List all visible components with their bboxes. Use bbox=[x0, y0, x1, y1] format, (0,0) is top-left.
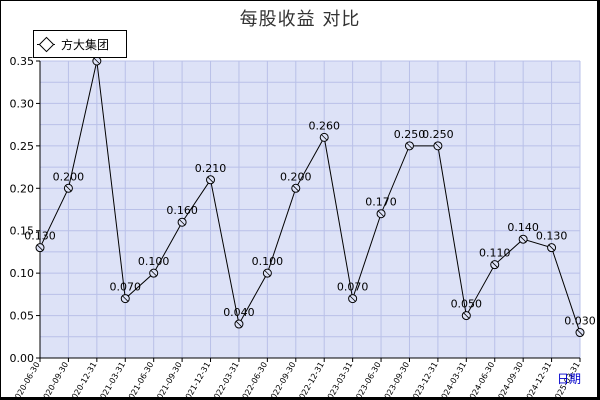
x-tick-label: 2021-06-30 bbox=[124, 361, 155, 400]
x-tick-label: 2021-09-30 bbox=[153, 361, 184, 400]
data-point-mark bbox=[121, 295, 129, 302]
data-point-mark bbox=[576, 329, 584, 336]
y-tick-label: 0.25 bbox=[10, 140, 35, 153]
series-line bbox=[39, 60, 581, 333]
x-tick-label: 2023-09-30 bbox=[380, 361, 411, 400]
x-tick-label: 2024-06-30 bbox=[465, 360, 496, 400]
y-tick-label: 0.30 bbox=[10, 97, 35, 110]
data-label: 0.070 bbox=[337, 281, 369, 294]
data-label: 0.260 bbox=[308, 119, 340, 132]
data-label: 0.160 bbox=[166, 204, 198, 217]
y-tick-label: 0.35 bbox=[10, 55, 35, 68]
x-tick-label: 2020-09-30 bbox=[39, 361, 70, 400]
data-label: 0.040 bbox=[223, 306, 255, 319]
x-tick-label: 2023-03-31 bbox=[323, 361, 354, 400]
data-point-mark bbox=[178, 218, 186, 226]
legend: 方大集团 bbox=[33, 30, 127, 58]
data-point-mark bbox=[377, 210, 385, 218]
x-tick-label: 2020-12-31 bbox=[68, 361, 99, 400]
data-label: 0.200 bbox=[53, 170, 85, 183]
data-label: 0.130 bbox=[536, 230, 568, 243]
y-tick-label: 0.05 bbox=[10, 310, 35, 323]
data-label: 0.100 bbox=[252, 255, 284, 268]
x-tick-label: 2023-06-30 bbox=[352, 361, 383, 400]
data-label: 0.200 bbox=[280, 170, 312, 183]
y-tick-label: 0.10 bbox=[10, 267, 35, 280]
x-tick-label: 2020-06-30 bbox=[11, 361, 42, 400]
x-tick-label: 2022-12-31 bbox=[295, 361, 326, 400]
x-tick-label: 2024-03-31 bbox=[437, 361, 468, 400]
data-point-mark bbox=[264, 269, 271, 277]
data-point-mark bbox=[320, 134, 328, 141]
data-label: 0.250 bbox=[394, 128, 426, 141]
data-label: 0.110 bbox=[479, 247, 511, 260]
x-tick-label: 2021-03-31 bbox=[96, 361, 127, 400]
data-point-mark bbox=[406, 142, 413, 150]
data-point-mark bbox=[519, 235, 527, 243]
legend-marker-icon bbox=[38, 36, 55, 53]
data-point-mark bbox=[434, 142, 442, 150]
data-point-mark bbox=[235, 320, 243, 328]
y-tick-label: 0.15 bbox=[10, 225, 35, 238]
data-point-mark bbox=[36, 244, 44, 251]
x-tick-label: 2023-12-31 bbox=[409, 361, 440, 400]
chart-title: 每股收益 对比 bbox=[239, 9, 361, 30]
data-label: 0.100 bbox=[138, 255, 170, 268]
data-label: 0.050 bbox=[451, 298, 483, 311]
x-tick-label: 2024-12-31 bbox=[522, 361, 553, 400]
legend-label: 方大集团 bbox=[61, 38, 110, 52]
y-tick-label: 0.20 bbox=[10, 182, 35, 195]
x-axis-unit-label: 日期 bbox=[557, 372, 582, 386]
x-tick-label: 2022-06-30 bbox=[238, 361, 269, 400]
x-tick-label: 2024-09-30 bbox=[494, 361, 525, 400]
data-point-mark bbox=[463, 312, 470, 319]
data-point-mark bbox=[150, 269, 157, 277]
data-label: 0.140 bbox=[507, 221, 539, 234]
data-label: 0.070 bbox=[110, 281, 142, 294]
data-label: 0.210 bbox=[195, 162, 227, 175]
data-point-mark bbox=[65, 185, 72, 192]
data-point-mark bbox=[93, 57, 101, 65]
data-point-mark bbox=[207, 176, 214, 184]
data-point-mark bbox=[349, 295, 356, 302]
data-point-mark bbox=[548, 244, 555, 251]
y-tick-label: 0.00 bbox=[10, 352, 35, 365]
x-tick-label: 2022-03-31 bbox=[210, 361, 241, 400]
data-point-mark bbox=[292, 185, 300, 192]
data-label: 0.170 bbox=[365, 196, 397, 209]
data-label: 0.030 bbox=[564, 315, 596, 328]
x-tick-label: 2022-09-30 bbox=[266, 361, 297, 400]
data-label: 0.130 bbox=[24, 230, 56, 243]
x-tick-label: 2021-12-31 bbox=[181, 361, 212, 400]
data-point-mark bbox=[491, 261, 499, 268]
data-label: 0.250 bbox=[422, 128, 454, 141]
